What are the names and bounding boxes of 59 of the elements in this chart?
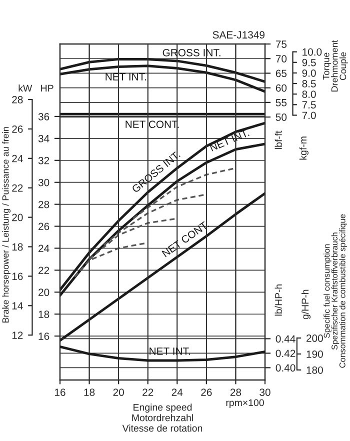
y2-tick-label: 10.0 bbox=[302, 48, 322, 56]
y-tick-label: 28 bbox=[38, 200, 50, 208]
y2-tick-label: 7.0 bbox=[302, 112, 316, 120]
x-tick-label: 18 bbox=[84, 388, 95, 396]
y-tick-label: 22 bbox=[38, 266, 50, 274]
y2-tick-label: 14 bbox=[12, 302, 23, 310]
y2-axis-title: kgf-m bbox=[299, 136, 308, 160]
y-tick-label: 24 bbox=[38, 244, 50, 252]
text: Torque Drehmoment Couple bbox=[323, 40, 348, 92]
y-tick-label: 16 bbox=[38, 332, 50, 340]
text: Specific fuel consumption Spezifischer Kraftstoffverbrauch Consommation de combustible spécifique bbox=[324, 214, 347, 368]
y2-tick-label: 16 bbox=[12, 272, 23, 280]
y2-tick-label: 26 bbox=[12, 125, 23, 133]
y2-tick-label: 28 bbox=[12, 96, 23, 104]
y-tick-label: 55 bbox=[276, 99, 287, 106]
y-tick-label: 60 bbox=[276, 84, 287, 92]
y-axis-title: HP bbox=[41, 84, 54, 92]
x-tick-label: 26 bbox=[201, 388, 212, 396]
y2-tick-label: 12 bbox=[12, 332, 23, 339]
y-tick-label: 30 bbox=[38, 178, 50, 186]
y2-tick-label: 18 bbox=[12, 243, 23, 251]
y2-tick-label: 20 bbox=[12, 214, 23, 222]
y2-tick-label: 7.5 bbox=[302, 101, 316, 109]
text: Brake horsepower / Leistung / Puissance au frein bbox=[2, 127, 11, 323]
y-tick-label: 0.44 bbox=[276, 335, 296, 343]
y2-tick-label: 180 bbox=[306, 366, 323, 374]
y-tick-label: 50 bbox=[276, 114, 287, 121]
x-tick-label: 20 bbox=[113, 388, 124, 396]
y-axis-title: lb/HP-h bbox=[274, 284, 282, 316]
x-tick-label: 30 bbox=[260, 388, 270, 396]
x-axis-title: Engine speed Motordrehzahl Vitesse de rotation bbox=[122, 404, 202, 432]
y-tick-label: 75 bbox=[276, 40, 287, 48]
y2-tick-label: 200 bbox=[306, 334, 323, 342]
y2-tick-label: 24 bbox=[12, 154, 23, 162]
y2-axis-title: g/HP-h bbox=[301, 290, 311, 320]
y2-tick-label: 22 bbox=[12, 184, 23, 192]
y2-axis-title: kW bbox=[18, 84, 32, 92]
chart-title: SAE-J1349 bbox=[212, 31, 265, 39]
y-tick-label: 26 bbox=[38, 222, 50, 230]
y-tick-label: 32 bbox=[38, 156, 50, 164]
y-tick-label: 18 bbox=[38, 310, 50, 318]
x-tick-label: 22 bbox=[142, 388, 154, 396]
y-axis-title: lbf-ft bbox=[274, 130, 282, 149]
y2-tick-label: 190 bbox=[306, 350, 323, 358]
y-tick-label: 20 bbox=[38, 288, 50, 296]
y-tick-label: 0.42 bbox=[276, 350, 296, 358]
y2-tick-label: 8.5 bbox=[302, 80, 316, 88]
x-tick-label: 28 bbox=[230, 388, 242, 396]
y2-tick-label: 8.0 bbox=[302, 90, 316, 98]
x-tick-label: 16 bbox=[55, 388, 66, 396]
y-tick-label: 34 bbox=[38, 134, 50, 142]
x-tick-label: 24 bbox=[172, 388, 183, 396]
y-tick-label: 36 bbox=[38, 112, 50, 120]
y-tick-label: 0.40 bbox=[276, 364, 296, 372]
y2-tick-label: 9.0 bbox=[302, 69, 316, 77]
y2-tick-label: 9.5 bbox=[302, 58, 316, 66]
y-tick-label: 65 bbox=[276, 70, 287, 78]
text: rpm×100 bbox=[226, 399, 264, 408]
y-tick-label: 70 bbox=[276, 55, 287, 62]
